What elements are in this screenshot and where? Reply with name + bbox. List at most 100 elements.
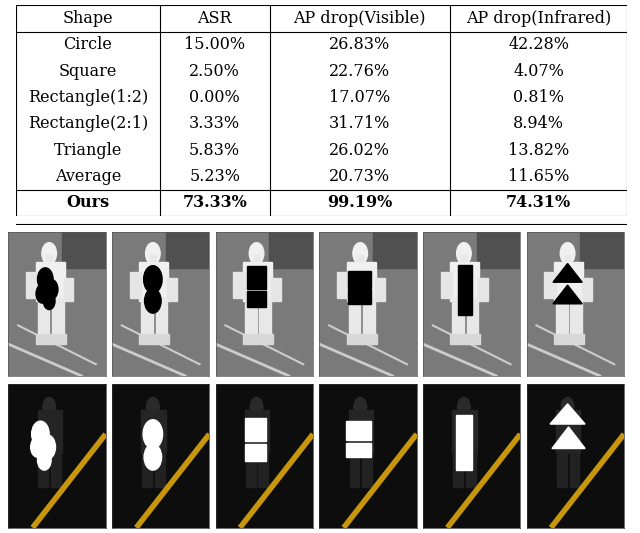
Circle shape (143, 265, 162, 293)
Bar (467, 298, 479, 335)
Text: 22.76%: 22.76% (329, 62, 390, 79)
Bar (140, 334, 155, 344)
Polygon shape (552, 427, 585, 449)
Bar (440, 272, 452, 298)
Bar (337, 272, 349, 298)
Bar (557, 450, 566, 487)
Circle shape (249, 243, 264, 264)
Polygon shape (269, 232, 313, 268)
Text: 74.31%: 74.31% (506, 194, 571, 211)
Circle shape (144, 444, 162, 470)
Polygon shape (553, 263, 582, 282)
Bar (253, 255, 259, 265)
Bar (349, 298, 360, 335)
Circle shape (250, 398, 263, 416)
Text: 13.82%: 13.82% (508, 142, 569, 159)
Bar (245, 418, 266, 441)
Bar (451, 334, 466, 344)
Bar (466, 450, 476, 487)
Bar (458, 265, 472, 316)
Bar (156, 298, 168, 335)
Bar (141, 298, 153, 335)
Bar (346, 421, 371, 440)
Text: Square: Square (59, 62, 117, 79)
Circle shape (145, 289, 161, 313)
Circle shape (38, 268, 53, 291)
Circle shape (31, 437, 44, 457)
Text: ASR: ASR (197, 10, 232, 27)
Bar (26, 272, 38, 298)
Text: 5.23%: 5.23% (189, 168, 240, 185)
Bar (582, 278, 592, 301)
Bar (348, 289, 371, 304)
Bar (361, 334, 377, 344)
Bar (168, 278, 177, 301)
Circle shape (147, 398, 159, 416)
Polygon shape (477, 232, 520, 268)
Circle shape (42, 243, 56, 264)
Bar (142, 450, 152, 487)
Text: 26.02%: 26.02% (330, 142, 390, 159)
Text: Average: Average (54, 168, 121, 185)
Bar (129, 272, 141, 298)
Polygon shape (166, 232, 209, 268)
Text: Rectangle(2:1): Rectangle(2:1) (28, 115, 148, 132)
Bar (453, 450, 463, 487)
Bar (461, 255, 467, 265)
Text: Triangle: Triangle (54, 142, 122, 159)
Bar (233, 272, 245, 298)
Circle shape (36, 285, 49, 303)
Bar (362, 450, 372, 487)
Bar (349, 410, 373, 453)
Polygon shape (550, 404, 585, 424)
Text: 0.00%: 0.00% (189, 89, 240, 106)
Text: 11.65%: 11.65% (508, 168, 569, 185)
Bar (570, 298, 582, 335)
Text: 31.71%: 31.71% (329, 115, 390, 132)
Bar (346, 443, 371, 457)
Bar (375, 278, 385, 301)
Bar (363, 298, 375, 335)
Bar (465, 334, 481, 344)
Text: Shape: Shape (63, 10, 113, 27)
Bar (570, 450, 579, 487)
Bar (456, 415, 472, 470)
Circle shape (145, 243, 160, 264)
Bar (259, 298, 271, 335)
Bar (150, 255, 156, 265)
Bar (556, 298, 568, 335)
Bar (246, 450, 255, 487)
Bar (347, 262, 376, 301)
Circle shape (39, 435, 56, 459)
Bar (568, 334, 584, 344)
Bar (479, 278, 488, 301)
Bar (452, 298, 464, 335)
Circle shape (354, 398, 367, 416)
Bar (243, 334, 259, 344)
Polygon shape (62, 232, 106, 268)
Circle shape (143, 420, 163, 449)
Bar (141, 410, 166, 453)
Text: 73.33%: 73.33% (182, 194, 247, 211)
Circle shape (31, 421, 49, 447)
Text: 0.81%: 0.81% (513, 89, 564, 106)
Bar (38, 450, 48, 487)
Text: 99.19%: 99.19% (327, 194, 392, 211)
Bar (64, 278, 74, 301)
Bar (46, 255, 52, 265)
Text: 2.50%: 2.50% (189, 62, 240, 79)
Bar (349, 450, 359, 487)
Bar (50, 334, 66, 344)
Bar (154, 334, 170, 344)
Circle shape (560, 243, 575, 264)
Circle shape (456, 243, 471, 264)
Text: 20.73%: 20.73% (329, 168, 390, 185)
Bar (155, 450, 164, 487)
Bar (243, 262, 272, 301)
Bar (38, 298, 49, 335)
Circle shape (353, 243, 367, 264)
Text: Rectangle(1:2): Rectangle(1:2) (28, 89, 148, 106)
Polygon shape (580, 232, 624, 268)
Text: 26.83%: 26.83% (329, 36, 390, 53)
Text: Circle: Circle (63, 36, 112, 53)
